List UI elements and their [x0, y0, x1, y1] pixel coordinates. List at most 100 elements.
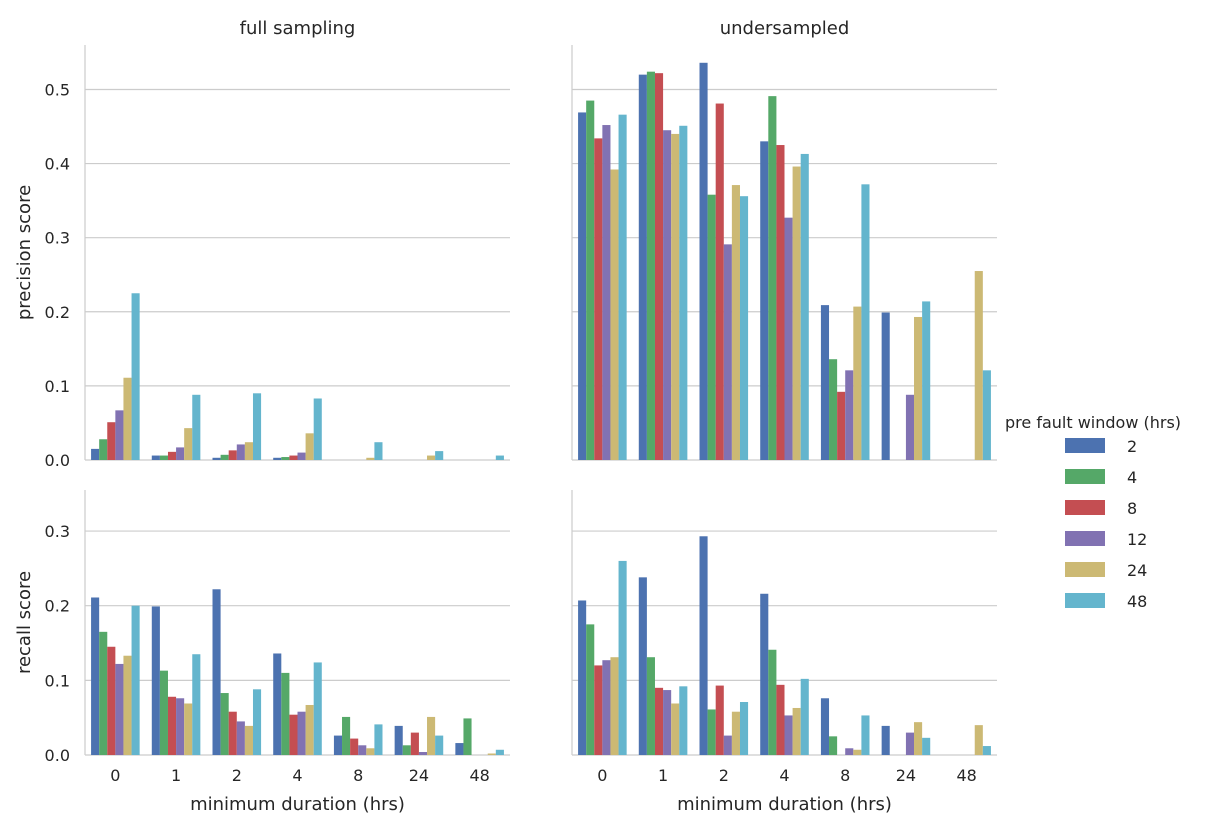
- bar-2h-cat-1: [638, 74, 647, 460]
- legend-swatch: [1065, 500, 1105, 515]
- bar-4h-cat-8: [829, 736, 838, 755]
- bar-4h-cat-4: [768, 96, 777, 460]
- bar-24h-cat-1: [671, 133, 680, 460]
- bar-8h-cat-0: [107, 422, 116, 460]
- bar-24h-cat-4: [792, 166, 801, 461]
- bar-24h-cat-2: [244, 442, 253, 460]
- bar-8h-cat-1: [654, 73, 664, 460]
- bar-8h-cat-2: [715, 103, 724, 460]
- bar-24h-cat-2: [731, 711, 740, 755]
- chart-panels: 0.0 0.1 0.2 0.3 0.4 0.5 full sampling precision…: [14, 18, 997, 815]
- bar-24h-cat-0: [123, 655, 132, 755]
- bar-48h-cat-4: [800, 153, 809, 460]
- bar-24h-cat-0: [610, 169, 619, 460]
- bar-48h-cat-8: [861, 184, 870, 460]
- legend-swatch: [1065, 562, 1105, 577]
- x-tick-label: 2: [232, 766, 242, 785]
- bar-2h-cat-4: [273, 653, 282, 755]
- x-axis-label: minimum duration (hrs): [677, 794, 892, 815]
- bar-2h-cat-0: [578, 112, 587, 460]
- bar-12h-cat-4: [297, 711, 306, 755]
- bar-4h-cat-1: [159, 670, 168, 755]
- bar-4h-cat-0: [586, 624, 595, 755]
- bar-24h-cat-8: [853, 749, 862, 755]
- bar-12h-cat-24: [418, 752, 428, 755]
- bar-12h-cat-8: [358, 745, 367, 755]
- bar-2h-cat-8: [333, 735, 343, 755]
- panel-title: full sampling: [240, 18, 356, 39]
- bar-2h-cat-2: [212, 589, 221, 755]
- bar-24h-cat-4: [305, 704, 314, 755]
- bar-4h-cat-2: [220, 454, 229, 460]
- bar-48h-cat-4: [800, 678, 809, 755]
- legend-label: 2: [1127, 437, 1137, 456]
- bar-8h-cat-1: [654, 687, 664, 755]
- x-tick-label: 0: [597, 766, 607, 785]
- bar-12h-cat-1: [176, 447, 185, 460]
- bar-12h-cat-8: [845, 748, 854, 755]
- y-tick-label: 0.5: [45, 80, 70, 99]
- bar-12h-cat-0: [115, 410, 124, 460]
- bar-12h-cat-2: [236, 444, 245, 460]
- bar-12h-cat-0: [602, 660, 611, 755]
- bar-48h-cat-2: [739, 702, 749, 755]
- bar-4h-cat-4: [281, 672, 290, 755]
- legend-item-48: 48: [1065, 592, 1147, 611]
- bar-8h-cat-4: [289, 455, 298, 460]
- legend-swatch: [1065, 469, 1105, 484]
- y-tick-label: 0.1: [45, 377, 70, 396]
- panel-2: undersampled: [571, 18, 997, 461]
- legend-item-12: 12: [1065, 530, 1147, 549]
- bar-4h-cat-8: [829, 359, 838, 460]
- bar-2h-cat-2: [699, 536, 708, 755]
- bar-48h-cat-0: [131, 293, 140, 460]
- bar-24h-cat-4: [305, 433, 314, 460]
- bar-24h-cat-2: [244, 725, 253, 755]
- x-tick-label: 8: [353, 766, 363, 785]
- panel-1: 0.0 0.1 0.2 0.3 0.4 0.5 full sampling precision…: [14, 18, 510, 470]
- bar-12h-cat-4: [297, 452, 306, 460]
- x-tick-label: 2: [719, 766, 729, 785]
- bar-2h-cat-24: [394, 725, 403, 755]
- bar-4h-cat-0: [99, 439, 108, 460]
- bar-24h-cat-8: [366, 457, 375, 460]
- bar-24h-cat-1: [184, 703, 193, 755]
- bar-8h-cat-2: [715, 685, 724, 755]
- bar-48h-cat-0: [618, 114, 627, 460]
- bar-8h-cat-24: [410, 732, 419, 755]
- x-tick-label: 48: [956, 766, 976, 785]
- bar-48h-cat-2: [739, 196, 749, 460]
- bar-48h-cat-2: [252, 689, 262, 755]
- y-tick-label: 0.3: [45, 229, 70, 248]
- bar-48h-cat-0: [618, 560, 627, 755]
- bar-24h-cat-24: [427, 716, 436, 755]
- bar-48h-cat-1: [192, 394, 201, 460]
- legend-label: 24: [1127, 561, 1147, 580]
- bar-8h-cat-4: [776, 145, 785, 461]
- bar-48h-cat-24: [435, 735, 444, 755]
- bar-48h-cat-4: [313, 662, 322, 755]
- x-tick-label: 48: [469, 766, 489, 785]
- bar-24h-cat-4: [792, 707, 801, 755]
- bar-48h-cat-2: [252, 393, 262, 460]
- bar-48h-cat-24: [435, 451, 444, 460]
- bar-24h-cat-1: [671, 703, 680, 755]
- bar-4h-cat-48: [463, 718, 472, 755]
- bar-2h-cat-0: [91, 597, 100, 755]
- bar-48h-cat-8: [861, 715, 870, 755]
- legend-item-4: 4: [1065, 468, 1137, 487]
- bar-48h-cat-48: [495, 455, 504, 460]
- bar-24h-cat-8: [853, 306, 862, 460]
- y-tick-label: 0.1: [45, 671, 70, 690]
- bar-2h-cat-24: [881, 725, 890, 755]
- bar-48h-cat-4: [313, 398, 322, 460]
- bar-4h-cat-4: [281, 457, 290, 460]
- bar-8h-cat-8: [350, 738, 359, 755]
- legend-label: 4: [1127, 468, 1137, 487]
- y-axis-label: precision score: [14, 185, 35, 320]
- bar-12h-cat-1: [176, 698, 185, 755]
